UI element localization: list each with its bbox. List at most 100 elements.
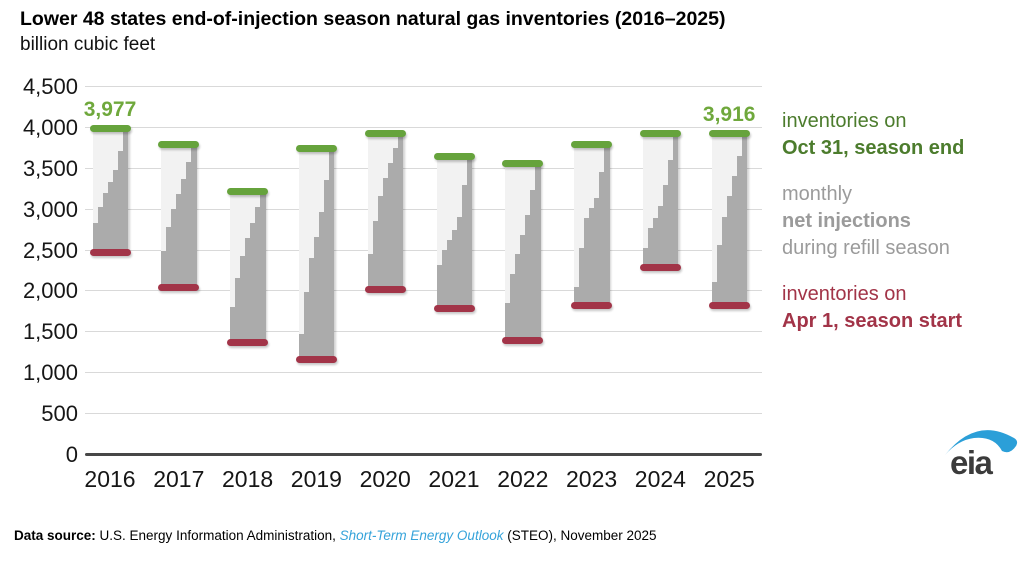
net-injection-step xyxy=(657,206,664,268)
net-injection-step xyxy=(741,133,748,306)
net-injection-step xyxy=(161,251,167,288)
data-source-suffix: (STEO), November 2025 xyxy=(503,528,657,543)
oct31-season-end-cap xyxy=(158,140,200,148)
net-injection-step xyxy=(230,306,236,343)
net-injection-step xyxy=(535,163,541,341)
data-source-note: Data source: U.S. Energy Information Adm… xyxy=(14,528,657,543)
y-axis-tick-label: 2,500 xyxy=(22,237,78,263)
apr1-season-start-cap xyxy=(158,283,200,291)
net-injection-step xyxy=(107,181,113,252)
net-injection-step xyxy=(397,133,404,290)
x-axis-year-label: 2022 xyxy=(497,466,549,492)
y-axis-tick-label: 1,500 xyxy=(22,319,78,345)
net-injection-step xyxy=(525,215,531,341)
gridline xyxy=(85,372,762,374)
net-injection-step xyxy=(731,175,738,306)
y-axis-tick-label: 3,000 xyxy=(22,196,78,222)
legend-start-line2: Apr 1, season start xyxy=(782,310,963,332)
x-axis-year-label: 2024 xyxy=(634,466,686,492)
net-injection-step xyxy=(716,245,723,306)
net-injection-step xyxy=(392,148,399,290)
net-injection-step xyxy=(328,148,335,360)
apr1-season-start-cap xyxy=(89,248,131,256)
net-injection-step xyxy=(446,240,452,309)
x-axis-year-label: 2021 xyxy=(428,466,480,492)
net-injection-step xyxy=(711,282,718,306)
net-injection-step xyxy=(166,226,172,288)
y-axis-tick-label: 2,000 xyxy=(22,278,78,304)
legend-group-season-start: inventories on Apr 1, season start xyxy=(782,281,964,335)
net-injection-step xyxy=(303,292,310,360)
net-injection-step xyxy=(308,257,315,360)
net-injection-step xyxy=(186,162,192,288)
net-injection-step xyxy=(589,208,595,306)
net-injection-step xyxy=(456,216,462,309)
x-axis-year-label: 2020 xyxy=(359,466,411,492)
x-axis-year-label: 2017 xyxy=(153,466,205,492)
net-injection-step xyxy=(382,177,389,290)
net-injection-step xyxy=(97,206,103,252)
oct31-season-end-cap xyxy=(295,144,337,152)
net-injection-step xyxy=(466,156,472,309)
legend: inventories on Oct 31, season end monthl… xyxy=(782,108,964,354)
eia-swoosh-icon xyxy=(945,430,1018,455)
x-axis-year-label: 2025 xyxy=(703,466,755,492)
net-injection-step xyxy=(510,274,516,341)
net-injection-step xyxy=(520,234,526,341)
net-injection-step xyxy=(652,218,659,268)
net-injection-step xyxy=(250,222,256,343)
net-injection-step xyxy=(255,207,261,343)
x-axis-year-label: 2018 xyxy=(222,466,274,492)
net-injection-step xyxy=(599,171,605,306)
net-injection-step xyxy=(736,155,743,306)
steo-link[interactable]: Short-Term Energy Outlook xyxy=(339,528,504,543)
net-injection-step xyxy=(441,250,447,309)
net-injection-step xyxy=(323,180,330,360)
chart-title: Lower 48 states end-of-injection season … xyxy=(20,8,726,30)
oct31-season-end-cap xyxy=(433,152,475,160)
gridline xyxy=(85,126,762,128)
net-injection-step xyxy=(594,198,600,306)
net-injection-step xyxy=(579,248,585,306)
net-injection-step xyxy=(181,179,187,288)
y-axis-tick-label: 3,500 xyxy=(22,155,78,181)
oct31-season-end-cap xyxy=(571,140,613,148)
net-injection-step xyxy=(92,223,98,252)
net-injection-step xyxy=(298,333,305,360)
net-injection-step xyxy=(461,184,467,309)
y-axis-tick-label: 4,500 xyxy=(22,74,78,99)
net-injection-step xyxy=(171,208,177,288)
end-value-label: 3,977 xyxy=(83,97,137,121)
net-injection-step xyxy=(721,216,728,306)
net-injection-step xyxy=(436,265,442,309)
apr1-season-start-cap xyxy=(364,286,406,294)
oct31-season-end-cap xyxy=(89,125,131,133)
net-injection-step xyxy=(574,286,580,306)
gridline xyxy=(85,86,762,87)
apr1-season-start-cap xyxy=(708,302,750,310)
y-axis-tick-label: 0 xyxy=(65,442,78,467)
net-injection-step xyxy=(235,278,241,343)
net-injection-step xyxy=(672,133,679,268)
gridline xyxy=(85,208,762,210)
oct31-season-end-cap xyxy=(708,130,750,138)
data-source-text: U.S. Energy Information Administration, xyxy=(95,528,340,543)
net-injection-step xyxy=(530,189,536,341)
gridline xyxy=(85,413,762,415)
apr1-season-start-cap xyxy=(502,336,544,344)
oct31-season-end-cap xyxy=(502,160,544,168)
end-value-label: 3,916 xyxy=(702,102,756,126)
net-injection-step xyxy=(647,228,654,268)
net-injection-step xyxy=(176,193,182,288)
net-injection-step xyxy=(117,151,123,252)
y-axis-tick-label: 4,000 xyxy=(22,114,78,140)
gridline xyxy=(85,167,762,169)
legend-start-line1: inventories on xyxy=(782,283,907,305)
net-injection-step xyxy=(726,195,733,306)
legend-group-season-end: inventories on Oct 31, season end xyxy=(782,108,964,162)
apr1-season-start-cap xyxy=(227,339,269,347)
net-injection-step xyxy=(367,253,374,290)
net-injection-step xyxy=(240,256,246,343)
net-injection-step xyxy=(515,253,521,341)
